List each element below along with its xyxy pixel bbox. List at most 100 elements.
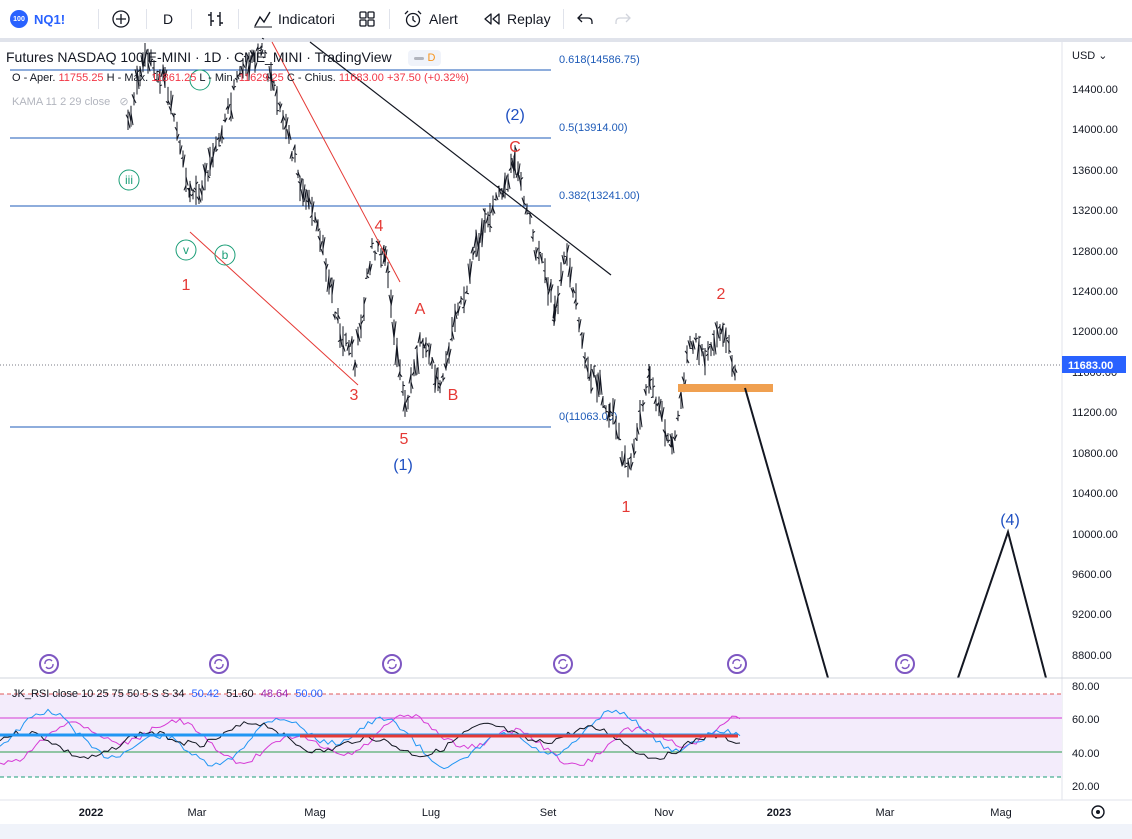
rsi-value: 50.00	[295, 688, 323, 700]
price-bar	[567, 257, 573, 288]
price-bar	[597, 369, 603, 395]
toolbar-divider	[191, 9, 192, 29]
event-marker-icon[interactable]	[553, 654, 573, 674]
currency-label[interactable]: USD ⌄	[1072, 50, 1108, 62]
price-bar	[699, 344, 705, 357]
ohlc-values: O - Aper. 11755.25 H - Max. 11861.25 L -…	[12, 72, 469, 84]
rsi-legend[interactable]: JK_RSI close 10 25 75 50 5 S S 34 50.42 …	[12, 688, 323, 700]
interval-button[interactable]: D	[163, 0, 173, 38]
price-bar	[177, 139, 183, 155]
price-bar	[131, 92, 137, 106]
price-tick-label: 12800.00	[1072, 246, 1118, 258]
major-wave-label: (4)	[1000, 512, 1020, 529]
price-bar	[417, 332, 423, 347]
price-bar	[180, 150, 186, 168]
price-bar	[631, 438, 637, 458]
event-marker-icon[interactable]	[727, 654, 747, 674]
price-bar	[391, 319, 397, 345]
eye-off-icon[interactable]: ⊘	[119, 96, 129, 108]
downtrend-line[interactable]	[309, 41, 612, 276]
wave-label: 2	[717, 286, 726, 303]
price-tick-label: 13200.00	[1072, 205, 1118, 217]
projection-down-line[interactable]	[744, 387, 829, 679]
symbol-label: NQ1!	[34, 11, 66, 27]
wave-label: B	[448, 387, 459, 404]
price-bar	[573, 283, 579, 310]
price-bar	[555, 285, 561, 315]
time-tick-label: Mag	[304, 807, 325, 819]
high-label: H - Max.	[106, 72, 149, 84]
time-axis[interactable]: 2022 Mar Mag Lug Set Nov 2023 Mar Mag	[79, 807, 1012, 819]
price-bar	[521, 195, 527, 206]
price-bar	[502, 172, 508, 199]
event-marker-icon[interactable]	[39, 654, 59, 674]
projection-wave4-line[interactable]	[957, 528, 1047, 679]
price-bar	[576, 317, 582, 333]
channel-line-lower[interactable]	[189, 231, 359, 386]
undo-icon	[577, 13, 593, 24]
price-bar	[423, 337, 429, 358]
price-bar	[142, 43, 148, 69]
replay-button[interactable]: Replay	[482, 0, 551, 38]
price-bar	[349, 336, 355, 358]
time-tick-label: Lug	[422, 807, 440, 819]
price-bar	[297, 175, 303, 202]
event-markers[interactable]	[39, 654, 915, 674]
chart-status-pill[interactable]: D	[407, 50, 442, 67]
price-bar	[437, 380, 443, 394]
gear-icon-center	[1096, 810, 1100, 814]
compare-add-button[interactable]	[111, 0, 131, 38]
channel-line-upper[interactable]	[271, 41, 401, 283]
redo-button[interactable]	[614, 0, 632, 38]
event-marker-icon[interactable]	[895, 654, 915, 674]
price-bar	[317, 230, 323, 252]
toolbar-divider	[98, 9, 99, 29]
time-tick-label: Nov	[654, 807, 674, 819]
alert-button[interactable]: Alert	[403, 0, 458, 38]
time-tick-label: 2022	[79, 807, 103, 819]
wave-label: C	[509, 139, 521, 156]
kama-legend[interactable]: KAMA 11 2 29 close ⊘	[12, 95, 129, 108]
wave-circle	[118, 169, 140, 191]
chart-legend[interactable]: Futures NASDAQ 100 E-MINI · 1D · CME_MIN…	[6, 49, 442, 67]
chart-type-button[interactable]	[207, 0, 225, 38]
price-bar	[225, 98, 231, 114]
price-bar	[487, 203, 493, 233]
price-bar	[705, 341, 711, 361]
settings-button[interactable]	[1091, 805, 1105, 819]
wave-label: 1	[182, 277, 191, 294]
price-bar	[545, 277, 551, 306]
wave-circle	[214, 244, 236, 266]
price-bar	[137, 66, 143, 87]
price-bar	[464, 285, 470, 295]
price-bar	[151, 60, 157, 78]
price-bar	[252, 51, 258, 73]
support-zone[interactable]	[678, 384, 773, 392]
price-tick-label: 11200.00	[1072, 407, 1117, 419]
price-bar	[352, 359, 358, 377]
price-bar	[174, 121, 180, 141]
price-bar	[659, 400, 665, 422]
bar-chart-type-icon	[208, 12, 223, 26]
price-bar	[690, 340, 696, 354]
price-bar	[637, 399, 643, 430]
price-bar	[148, 49, 154, 67]
price-bar	[190, 188, 196, 200]
indicators-button[interactable]: Indicatori	[253, 0, 335, 38]
rsi-axis[interactable]: 80.00 60.00 40.00 20.00	[1072, 681, 1100, 793]
event-marker-icon[interactable]	[382, 654, 402, 674]
event-marker-icon[interactable]	[209, 654, 229, 674]
price-bar	[643, 384, 649, 396]
undo-button[interactable]	[576, 0, 594, 38]
price-bar	[640, 400, 646, 412]
price-bar	[684, 345, 690, 364]
price-bar	[315, 219, 321, 232]
rsi-title: JK_RSI close 10 25 75 50 5 S S 34	[12, 688, 185, 700]
price-bar	[332, 311, 338, 320]
rsi-line	[0, 721, 741, 760]
symbol-search-button[interactable]: 100 NQ1!	[10, 0, 65, 38]
low-label: L - Min.	[199, 72, 236, 84]
templates-button[interactable]	[358, 0, 376, 38]
price-bar	[591, 365, 597, 378]
